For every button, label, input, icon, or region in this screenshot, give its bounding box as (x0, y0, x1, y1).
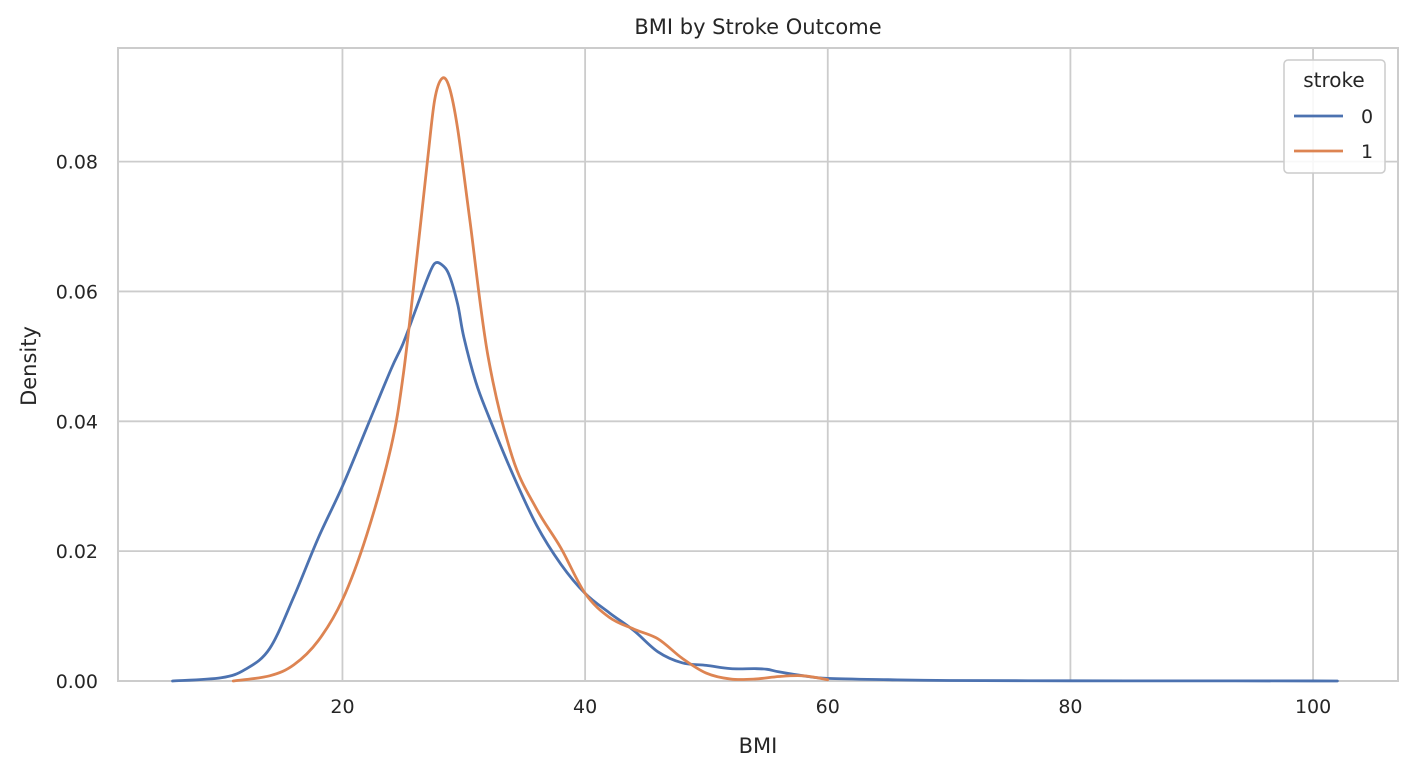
legend-label-series-0: 0 (1361, 106, 1373, 128)
series-lines (171, 76, 1339, 683)
x-tick-label: 20 (330, 696, 354, 718)
y-tick-label: 0.00 (56, 671, 98, 693)
y-axis-title: Density (17, 326, 41, 406)
y-tick-label: 0.04 (56, 411, 98, 433)
tick-labels: 20 40 60 80 100 0.00 0.02 0.04 0.06 0.08 (56, 152, 1332, 718)
y-tick-label: 0.08 (56, 152, 98, 174)
x-tick-label: 80 (1058, 696, 1082, 718)
legend-title: stroke (1303, 68, 1364, 92)
chart-title: BMI by Stroke Outcome (634, 15, 881, 39)
x-tick-label: 40 (573, 696, 597, 718)
legend: stroke 0 1 (1283, 59, 1386, 174)
plot-frame (117, 47, 1399, 682)
legend-label-series-1: 1 (1361, 141, 1373, 163)
x-axis-title: BMI (739, 734, 778, 758)
x-tick-label: 100 (1295, 696, 1331, 718)
series-line-stroke-0 (171, 261, 1339, 683)
y-tick-label: 0.06 (56, 281, 98, 303)
x-tick-label: 60 (816, 696, 840, 718)
y-tick-label: 0.02 (56, 541, 98, 563)
series-line-stroke-1 (231, 76, 830, 683)
